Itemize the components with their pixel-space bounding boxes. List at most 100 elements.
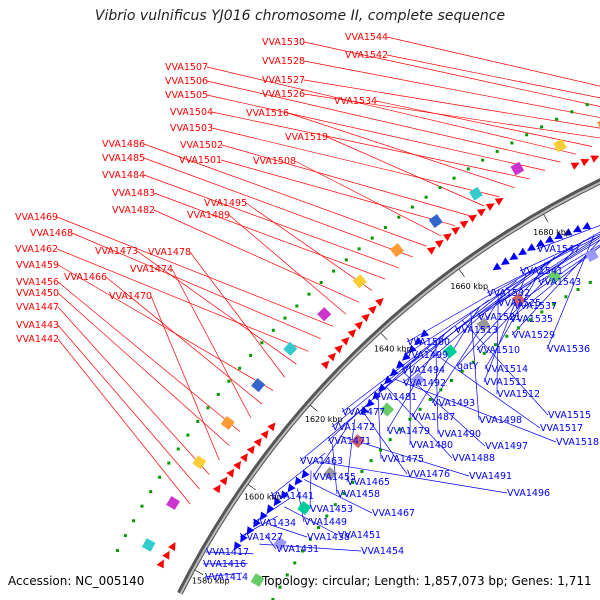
cog-block <box>468 186 483 201</box>
reverse-gene-label: VVA1414 <box>205 572 248 583</box>
forward-gene-label: VVA1527 <box>262 75 305 86</box>
forward-gene-arrow <box>375 298 384 307</box>
kbp-tick <box>310 405 318 412</box>
forward-gene-label: VVA1469 <box>15 212 58 223</box>
kbp-label: 1580 kbp <box>192 576 230 585</box>
cog-dot <box>344 258 348 262</box>
cog-dot <box>360 469 364 473</box>
cog-dot <box>369 459 373 463</box>
forward-gene-arrow <box>253 437 262 447</box>
cog-dot <box>238 366 242 370</box>
forward-gene-arrow <box>468 214 478 223</box>
reverse-gene-label: VVA1465 <box>347 477 390 488</box>
forward-leader-line <box>221 144 470 217</box>
forward-leader-line <box>303 60 600 118</box>
reverse-gene-label: VVA1493 <box>432 398 475 409</box>
cog-block <box>323 466 338 481</box>
forward-leader-line <box>228 214 347 315</box>
forward-gene-label: VVA1447 <box>16 302 59 313</box>
reverse-leader-line <box>270 452 326 497</box>
forward-leader-line <box>71 232 321 340</box>
reverse-leader-line <box>317 461 508 494</box>
forward-gene-arrow <box>485 203 495 211</box>
reverse-gene-label: VVA1543 <box>538 277 581 288</box>
reverse-gene-label: VVA1499 <box>405 350 448 361</box>
leader-lines <box>56 36 600 578</box>
reverse-gene-label: VVA1449 <box>304 517 347 528</box>
cog-dot <box>186 433 190 437</box>
forward-leader-line <box>245 202 373 291</box>
forward-gene-arrow <box>434 239 444 248</box>
reverse-leader-line <box>332 444 338 495</box>
forward-leader-line <box>303 79 600 129</box>
reverse-gene-label: gatY <box>457 361 479 372</box>
cog-block <box>428 214 443 228</box>
reverse-gene-arrow <box>402 352 411 361</box>
cog-dot <box>460 369 464 373</box>
forward-gene-arrow <box>226 468 235 478</box>
cog-dot <box>555 117 559 121</box>
cog-dot <box>132 519 136 523</box>
forward-gene-label: VVA1495 <box>204 198 247 209</box>
cog-dot <box>293 561 297 565</box>
forward-leader-line <box>56 216 334 327</box>
reverse-gene-label: VVA1481 <box>374 392 417 403</box>
reverse-leader-line <box>511 239 600 336</box>
reverse-gene-arrow <box>554 231 564 240</box>
cog-block <box>192 455 207 470</box>
cog-dot <box>271 597 275 600</box>
cog-block <box>297 501 312 515</box>
forward-gene-label: VVA1456 <box>16 277 59 288</box>
reverse-gene-label: VVA1441 <box>271 491 314 502</box>
cog-dot <box>495 149 499 153</box>
cog-dot <box>552 302 556 306</box>
forward-gene-arrow <box>451 226 461 235</box>
reverse-gene-label: VVA1515 <box>548 410 591 421</box>
forward-gene-label: VVA1506 <box>165 76 208 87</box>
forward-gene-arrow <box>219 476 228 486</box>
cog-block <box>379 402 395 417</box>
forward-gene-arrow <box>162 550 170 560</box>
kbp-tick <box>195 570 204 575</box>
cog-dot <box>505 334 509 338</box>
reverse-gene-label: VVA1510 <box>477 345 520 356</box>
reverse-gene-arrow <box>366 398 375 408</box>
forward-leader-line <box>375 100 593 147</box>
reverse-gene-arrow <box>287 483 296 493</box>
cog-block <box>553 138 567 153</box>
cog-dot <box>260 341 264 345</box>
forward-leader-line <box>171 268 252 418</box>
cog-dot <box>540 125 544 129</box>
cog-dot <box>308 537 312 541</box>
kbp-label: 1680 kbp <box>533 228 571 237</box>
forward-leader-line <box>386 54 600 99</box>
forward-gene-label: VVA1489 <box>187 210 230 221</box>
cog-dot <box>285 573 289 577</box>
reverse-gene-label: VVA1518 <box>556 437 599 448</box>
cog-dot <box>438 186 442 190</box>
cog-dot <box>149 490 153 494</box>
reverse-gene-arrow <box>509 252 519 260</box>
reverse-leader-line <box>271 524 308 538</box>
kbp-tick <box>543 214 549 223</box>
reverse-leader-line <box>454 235 600 331</box>
cog-dot <box>333 503 337 507</box>
cog-dot <box>196 419 200 423</box>
forward-leader-line <box>211 127 500 198</box>
reverse-leader-line <box>202 563 248 565</box>
reverse-gene-arrow <box>396 360 405 369</box>
reverse-gene-label: VVA1471 <box>328 436 371 447</box>
forward-gene-arrow <box>354 321 363 330</box>
cog-dot <box>493 343 497 347</box>
reverse-leader-line <box>536 225 600 250</box>
forward-gene-arrow <box>156 559 164 569</box>
forward-gene-label: VVA1519 <box>285 132 328 143</box>
reverse-gene-label: VVA1438 <box>307 532 350 543</box>
reverse-leader-line <box>331 326 454 428</box>
reverse-leader-line <box>427 348 541 429</box>
forward-gene-label: VVA1526 <box>262 89 305 100</box>
cog-block <box>273 536 287 551</box>
cog-dot <box>516 326 520 330</box>
cog-block <box>350 433 365 449</box>
